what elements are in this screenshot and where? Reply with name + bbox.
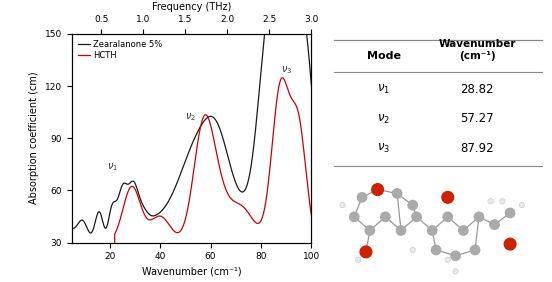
Circle shape	[470, 245, 480, 255]
Circle shape	[357, 193, 367, 202]
Circle shape	[459, 226, 468, 235]
Circle shape	[372, 184, 384, 195]
Zearalanone 5%	[301, 32, 308, 36]
Circle shape	[381, 212, 390, 221]
X-axis label: Wavenumber (cm⁻¹): Wavenumber (cm⁻¹)	[142, 267, 241, 277]
Circle shape	[355, 257, 361, 263]
X-axis label: Frequency (THz): Frequency (THz)	[152, 2, 231, 12]
Y-axis label: Absorption coefficient (cm): Absorption coefficient (cm)	[29, 72, 39, 204]
Zearalanone 5%	[87, 231, 94, 235]
Circle shape	[396, 226, 406, 235]
Text: Wavenumber
(cm⁻¹): Wavenumber (cm⁻¹)	[438, 39, 516, 61]
Circle shape	[349, 212, 359, 221]
Zearalanone 5%	[301, 32, 308, 36]
Circle shape	[506, 208, 515, 218]
Circle shape	[488, 199, 493, 204]
Circle shape	[392, 189, 402, 198]
HCTH	[179, 227, 185, 230]
Circle shape	[453, 269, 458, 274]
Circle shape	[505, 238, 516, 250]
Zearalanone 5%	[185, 151, 192, 155]
Text: $\nu_2$: $\nu_2$	[378, 113, 390, 125]
Text: 87.92: 87.92	[460, 142, 494, 155]
Circle shape	[412, 212, 421, 221]
Circle shape	[474, 212, 484, 221]
Circle shape	[360, 246, 372, 258]
Text: $\nu_3$: $\nu_3$	[378, 142, 390, 155]
HCTH	[308, 213, 315, 217]
Circle shape	[340, 202, 346, 208]
Legend: Zearalanone 5%, HCTH: Zearalanone 5%, HCTH	[76, 38, 164, 62]
Text: $\nu_1$: $\nu_1$	[107, 162, 118, 173]
Text: Mode: Mode	[367, 51, 401, 61]
Circle shape	[432, 245, 440, 255]
Zearalanone 5%	[261, 32, 268, 36]
Text: $\nu_3$: $\nu_3$	[281, 64, 293, 76]
Text: $\nu_2$: $\nu_2$	[185, 111, 197, 123]
Circle shape	[451, 251, 460, 261]
HCTH	[257, 220, 264, 223]
HCTH	[301, 155, 308, 158]
Text: 28.82: 28.82	[460, 83, 494, 96]
HCTH	[301, 156, 308, 159]
Circle shape	[445, 257, 450, 263]
Zearalanone 5%	[308, 84, 315, 87]
Zearalanone 5%	[81, 220, 87, 223]
Circle shape	[500, 199, 505, 204]
Zearalanone 5%	[68, 226, 75, 230]
Circle shape	[365, 226, 374, 235]
Zearalanone 5%	[179, 168, 185, 171]
HCTH	[279, 76, 286, 79]
Circle shape	[443, 212, 453, 221]
Circle shape	[442, 191, 454, 203]
Text: $\nu_1$: $\nu_1$	[378, 83, 390, 96]
Text: 57.27: 57.27	[460, 113, 494, 125]
Circle shape	[519, 202, 524, 208]
Line: Zearalanone 5%: Zearalanone 5%	[72, 34, 311, 233]
Circle shape	[490, 220, 499, 229]
HCTH	[185, 204, 192, 208]
Line: HCTH: HCTH	[72, 78, 311, 282]
Circle shape	[408, 201, 417, 210]
Circle shape	[427, 226, 437, 235]
Circle shape	[410, 247, 416, 253]
Zearalanone 5%	[257, 74, 264, 77]
